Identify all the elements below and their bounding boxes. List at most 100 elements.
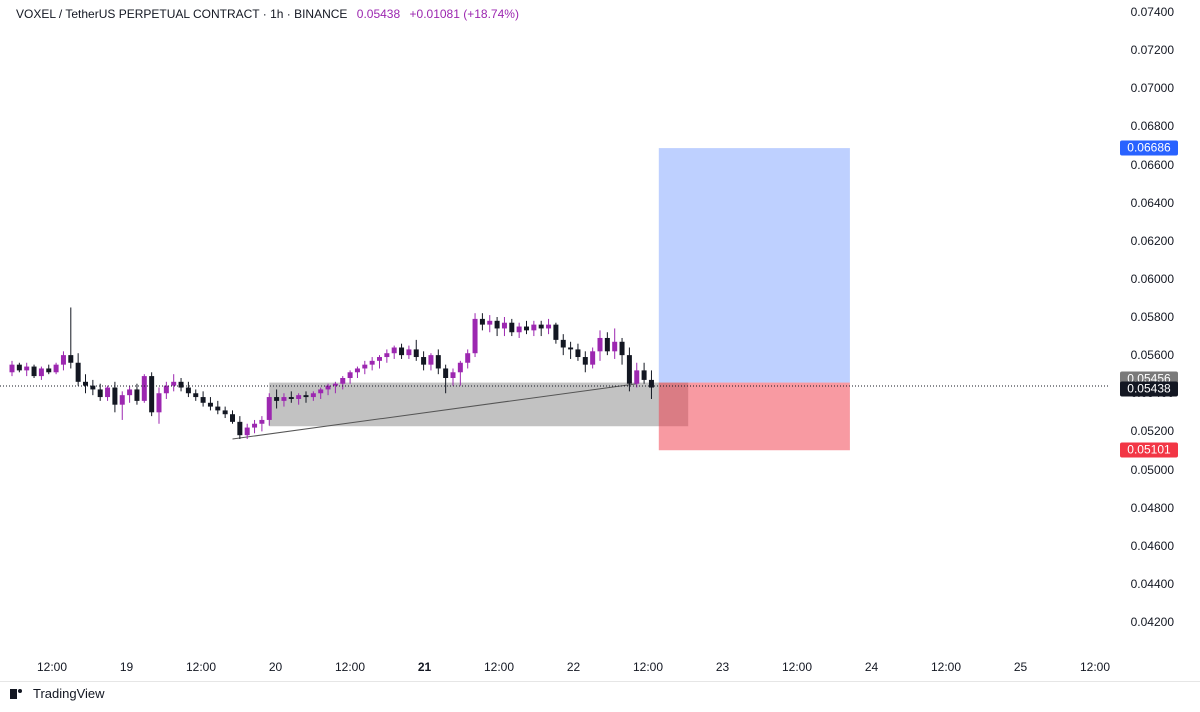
candle xyxy=(457,360,463,386)
candle xyxy=(604,332,610,356)
price-tick-label: 0.06800 xyxy=(1130,119,1174,134)
price-tick-label: 0.06600 xyxy=(1130,157,1174,172)
candle xyxy=(626,347,632,392)
footer-brand[interactable]: TradingView xyxy=(10,686,105,701)
candle xyxy=(163,381,169,399)
chart-canvas[interactable] xyxy=(0,0,1110,652)
candle xyxy=(487,315,493,333)
candle xyxy=(185,381,191,398)
candle-body xyxy=(156,393,162,413)
candle xyxy=(465,349,471,369)
price-tick-label: 0.04200 xyxy=(1130,615,1174,629)
price-tick-label: 0.05200 xyxy=(1130,424,1174,439)
price-tick-label: 0.04400 xyxy=(1130,576,1174,591)
candle xyxy=(31,364,37,378)
time-tick-label: 22 xyxy=(566,660,581,674)
candle xyxy=(443,364,449,394)
candle-body xyxy=(9,364,15,373)
candle-body xyxy=(524,326,529,331)
candle-body xyxy=(582,357,588,365)
candle-body xyxy=(604,337,610,352)
candle xyxy=(149,372,155,417)
position-stop-zone xyxy=(658,382,850,451)
time-tick-label: 12:00 xyxy=(930,660,962,674)
candle-body xyxy=(443,368,449,378)
candle-body xyxy=(215,406,221,411)
time-tick-label: 12:00 xyxy=(185,660,217,674)
candle-body xyxy=(90,385,96,390)
candle-body xyxy=(303,395,309,398)
time-tick-label: 12:00 xyxy=(36,660,68,674)
candle-body xyxy=(46,368,52,373)
candle xyxy=(200,391,206,407)
candle xyxy=(354,366,360,378)
candle xyxy=(406,345,412,359)
candle-body xyxy=(634,370,640,384)
candle-body xyxy=(244,427,250,436)
candle xyxy=(472,313,478,358)
price-tick-label: 0.07200 xyxy=(1130,43,1174,58)
candle xyxy=(90,379,96,396)
candle xyxy=(266,393,272,426)
candle-body xyxy=(163,385,169,394)
last-price-value: 0.05438 xyxy=(356,7,401,21)
candle xyxy=(428,353,434,371)
candle-body xyxy=(325,385,331,390)
price-axis-label: 0.06686 xyxy=(1120,140,1178,156)
candle-body xyxy=(310,393,316,398)
candle xyxy=(318,387,324,399)
time-axis[interactable]: 12:00 19 12:00 20 12:00 21 12:00 22 12:00 23 12:00… xyxy=(0,652,1110,682)
candle-body xyxy=(222,410,228,415)
price-tick-label: 0.05800 xyxy=(1130,310,1174,324)
candle xyxy=(597,330,603,361)
candle-body xyxy=(119,395,125,405)
price-tick-label: 0.07400 xyxy=(1130,5,1174,19)
candle-body xyxy=(105,387,111,398)
candle xyxy=(127,385,133,403)
candle xyxy=(207,397,213,411)
chart-pane[interactable]: VOXEL / TetherUS PERPETUAL CONTRACT · 1h… xyxy=(0,0,1110,652)
candle xyxy=(546,318,552,335)
candle xyxy=(325,383,331,396)
candle xyxy=(222,406,228,419)
candle-body xyxy=(612,341,618,352)
price-tick-label: 0.06000 xyxy=(1130,271,1174,286)
candle-body xyxy=(281,397,287,401)
candle xyxy=(296,393,302,405)
candle xyxy=(384,349,390,363)
candle xyxy=(362,360,368,375)
candle xyxy=(288,391,294,403)
candle-body xyxy=(266,397,272,420)
candle xyxy=(237,416,243,439)
candle-body xyxy=(465,353,471,363)
candle-body xyxy=(112,387,118,405)
candle-body xyxy=(648,379,654,388)
candle-body xyxy=(149,376,155,413)
candle-body xyxy=(457,362,463,373)
candle xyxy=(230,410,235,424)
candle-body xyxy=(141,376,147,401)
price-axis-label: 0.05438 xyxy=(1120,381,1178,397)
candle-body xyxy=(24,366,30,371)
candle-body xyxy=(362,364,368,369)
brand-name: TradingView xyxy=(33,686,105,701)
time-tick-label: 25 xyxy=(1013,660,1028,674)
candle xyxy=(53,362,59,375)
candle xyxy=(134,383,140,405)
candle-body xyxy=(230,414,235,422)
time-tick-label: 24 xyxy=(864,660,879,674)
candle xyxy=(252,419,258,434)
range-box xyxy=(269,382,689,427)
price-axis[interactable]: 0.07400 0.07200 0.07000 0.06800 0.06600 0.064… xyxy=(1110,0,1200,652)
candle-body xyxy=(626,355,632,384)
candle xyxy=(38,366,44,380)
candle xyxy=(46,364,52,375)
candle-body xyxy=(487,320,493,325)
time-tick-label: 12:00 xyxy=(483,660,515,674)
candle-body xyxy=(399,347,405,356)
price-tick-label: 0.06200 xyxy=(1130,233,1174,248)
candle xyxy=(244,423,250,439)
price-tick-label: 0.04800 xyxy=(1130,500,1174,515)
symbol-title[interactable]: VOXEL / TetherUS PERPETUAL CONTRACT · 1h… xyxy=(16,7,348,21)
candle xyxy=(479,313,485,331)
